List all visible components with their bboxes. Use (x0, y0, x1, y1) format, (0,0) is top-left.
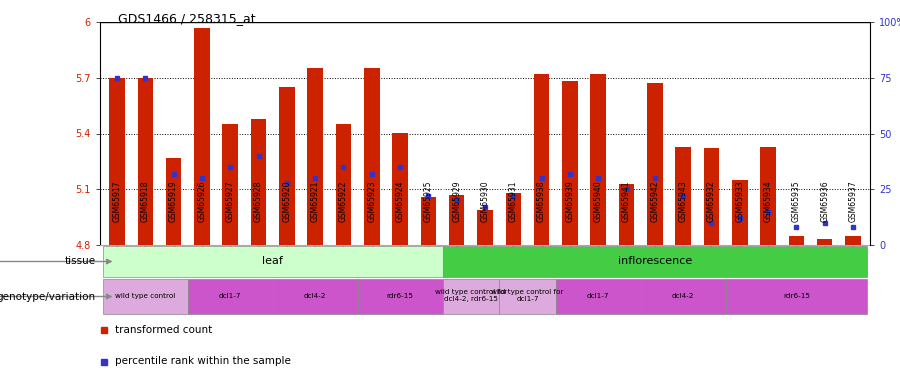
Bar (138, 78, 153, 245)
Bar (279, 87, 294, 245)
Text: dcl4-2: dcl4-2 (672, 293, 695, 299)
Text: GSM65940: GSM65940 (594, 181, 603, 222)
Text: GSM65922: GSM65922 (339, 181, 348, 222)
Text: GSM65941: GSM65941 (622, 181, 631, 222)
Bar (251, 118, 266, 245)
Bar (420, 196, 436, 245)
Text: wild type control for
dcl4-2, rdr6-15: wild type control for dcl4-2, rdr6-15 (435, 289, 507, 302)
Text: GSM65934: GSM65934 (763, 181, 772, 222)
Bar (732, 180, 748, 245)
Text: GSM65928: GSM65928 (254, 181, 263, 222)
Bar (562, 81, 578, 245)
Bar (194, 28, 210, 245)
Text: GSM65924: GSM65924 (396, 181, 405, 222)
Bar (619, 184, 634, 245)
Text: GSM65918: GSM65918 (140, 181, 149, 222)
Text: GSM65936: GSM65936 (820, 181, 829, 222)
Bar (443, 279, 500, 314)
Text: GSM65930: GSM65930 (481, 181, 490, 222)
Text: wild type control for
dcl1-7: wild type control for dcl1-7 (491, 289, 563, 302)
Bar (506, 193, 521, 245)
Text: GSM65917: GSM65917 (112, 181, 122, 222)
Bar (103, 279, 188, 314)
Bar (308, 69, 323, 245)
Bar (704, 148, 719, 245)
Text: GSM65929: GSM65929 (452, 181, 461, 222)
Bar (336, 124, 351, 245)
Bar (647, 83, 662, 245)
Bar (590, 74, 606, 245)
Bar (273, 279, 357, 314)
Bar (556, 279, 641, 314)
Bar (166, 158, 182, 245)
Text: rdr6-15: rdr6-15 (783, 293, 810, 299)
Text: GSM65938: GSM65938 (537, 181, 546, 222)
Text: GSM65931: GSM65931 (508, 181, 518, 222)
Text: GSM65939: GSM65939 (565, 181, 574, 222)
Bar (103, 246, 443, 278)
Bar (449, 195, 464, 245)
Bar (477, 210, 493, 245)
Bar (641, 279, 725, 314)
Text: GDS1466 / 258315_at: GDS1466 / 258315_at (118, 12, 256, 25)
Text: inflorescence: inflorescence (617, 256, 692, 266)
Text: transformed count: transformed count (115, 324, 212, 334)
Text: GSM65933: GSM65933 (735, 181, 744, 222)
Text: wild type control: wild type control (115, 293, 176, 299)
Bar (760, 147, 776, 245)
Text: GSM65926: GSM65926 (197, 181, 206, 222)
Bar (222, 124, 238, 245)
Text: percentile rank within the sample: percentile rank within the sample (115, 357, 292, 366)
Text: dcl4-2: dcl4-2 (304, 293, 327, 299)
Text: dcl1-7: dcl1-7 (219, 293, 241, 299)
Bar (443, 246, 868, 278)
Text: tissue: tissue (65, 256, 95, 267)
Text: GSM65937: GSM65937 (849, 181, 858, 222)
Bar (725, 279, 868, 314)
Text: GSM65942: GSM65942 (651, 181, 660, 222)
Text: GSM65943: GSM65943 (679, 181, 688, 222)
Bar (364, 69, 380, 245)
Text: GSM65932: GSM65932 (707, 181, 716, 222)
Text: GSM65925: GSM65925 (424, 181, 433, 222)
Text: GSM65920: GSM65920 (283, 181, 292, 222)
Text: GSM65927: GSM65927 (226, 181, 235, 222)
Bar (500, 279, 556, 314)
Bar (675, 147, 691, 245)
Bar (109, 78, 125, 245)
Bar (188, 279, 273, 314)
Text: GSM65921: GSM65921 (310, 181, 320, 222)
Bar (392, 134, 408, 245)
Bar (817, 239, 833, 245)
Text: GSM65919: GSM65919 (169, 181, 178, 222)
Text: rdr6-15: rdr6-15 (387, 293, 414, 299)
Bar (534, 74, 549, 245)
Bar (845, 236, 860, 245)
Bar (357, 279, 443, 314)
Text: leaf: leaf (262, 256, 284, 266)
Text: genotype/variation: genotype/variation (0, 291, 95, 302)
Text: GSM65935: GSM65935 (792, 181, 801, 222)
Text: GSM65923: GSM65923 (367, 181, 376, 222)
Text: dcl1-7: dcl1-7 (587, 293, 609, 299)
Bar (788, 236, 805, 245)
